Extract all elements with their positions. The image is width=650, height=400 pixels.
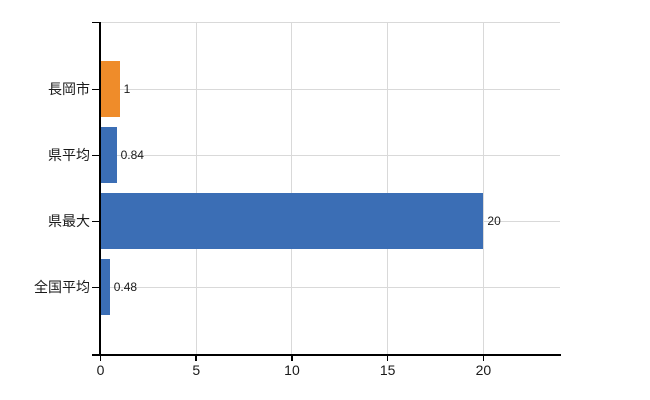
chart-bar: [101, 193, 484, 249]
y-axis-tick: [92, 286, 100, 288]
bar-value-label: 0.48: [113, 280, 138, 294]
plot-top-border: [100, 22, 560, 23]
x-axis-tick: [386, 355, 389, 361]
chart-bar: [101, 127, 117, 183]
category-label: 全国平均: [34, 279, 90, 295]
x-tick-label: 20: [475, 362, 492, 378]
chart-bar: [101, 61, 120, 117]
y-axis-tick: [92, 21, 100, 23]
vertical-gridline: [387, 22, 389, 355]
x-axis-tick: [482, 355, 485, 361]
category-label: 県最大: [48, 213, 90, 229]
y-axis-tick: [92, 88, 100, 90]
horizontal-gridline: [101, 287, 560, 288]
x-axis-tick: [99, 355, 102, 361]
horizontal-gridline: [101, 89, 560, 90]
x-tick-label: 10: [284, 362, 300, 378]
chart-bar: [101, 259, 110, 315]
x-axis-line: [92, 354, 561, 356]
y-axis-tick: [92, 154, 100, 156]
x-tick-label: 15: [379, 362, 396, 378]
x-axis-tick: [291, 355, 293, 361]
vertical-gridline: [482, 22, 484, 355]
vertical-gridline: [291, 22, 293, 355]
x-axis-tick: [195, 355, 197, 361]
bar-value-label: 1: [123, 82, 131, 96]
category-label: 県平均: [48, 147, 90, 163]
horizontal-gridline: [101, 155, 560, 156]
vertical-gridline: [195, 22, 197, 355]
bar-value-label: 0.84: [120, 148, 144, 162]
x-tick-label: 0: [96, 362, 105, 378]
x-tick-label: 5: [192, 362, 201, 378]
category-label: 長岡市: [48, 81, 90, 97]
y-axis-line: [99, 22, 101, 355]
y-axis-tick: [92, 220, 100, 222]
bar-value-label: 20: [487, 214, 501, 228]
